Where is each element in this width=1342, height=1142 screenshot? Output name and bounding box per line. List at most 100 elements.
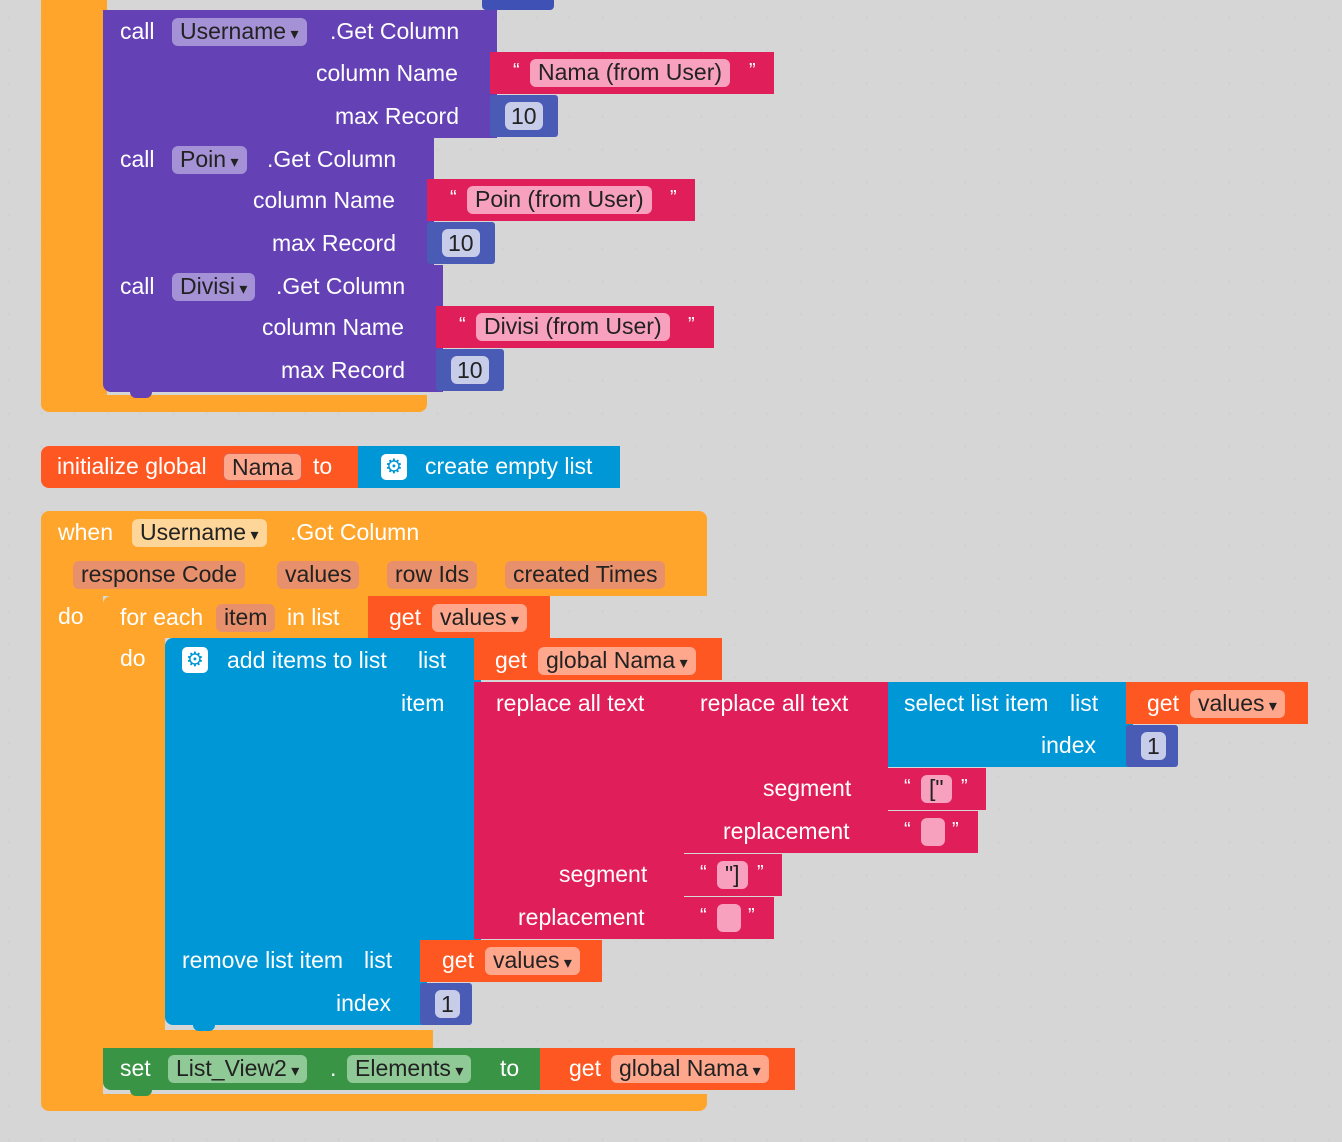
quote-close: ” — [749, 60, 756, 82]
param-response-code[interactable]: response Code — [73, 561, 245, 589]
list-label: list — [418, 647, 447, 673]
quote-open: “ — [450, 187, 457, 209]
set-block-nub — [130, 1088, 152, 1096]
quote-open: “ — [700, 862, 707, 884]
segment-label: segment — [559, 861, 648, 887]
remove-list-item-block[interactable] — [165, 940, 427, 1025]
to-label: to — [500, 1055, 520, 1081]
number-value[interactable]: 10 — [505, 102, 543, 130]
replacement-label: replacement — [723, 818, 850, 844]
replace-all-text-inner-block[interactable] — [684, 682, 888, 853]
call-block-poin[interactable] — [103, 138, 434, 265]
for-each-label: for each — [120, 604, 204, 630]
column-name-label: column Name — [262, 314, 404, 340]
set-property-dropdown[interactable]: Elements — [347, 1055, 472, 1083]
mutator-gear-icon[interactable]: ⚙ — [381, 454, 407, 480]
quote-open: “ — [700, 905, 707, 927]
create-empty-list-label: create empty list — [425, 453, 593, 479]
column-name-label: column Name — [316, 60, 458, 86]
param-created-times[interactable]: created Times — [505, 561, 666, 589]
quote-close: ” — [757, 862, 764, 884]
mutator-gear-icon[interactable]: ⚙ — [182, 647, 208, 673]
index-value[interactable]: 1 — [435, 990, 460, 1018]
remove-block-nub — [193, 1023, 215, 1031]
component-dropdown-poin[interactable]: Poin — [172, 146, 247, 174]
text-value-poin[interactable]: Poin (from User) — [467, 186, 652, 214]
text-value-divisi[interactable]: Divisi (from User) — [476, 313, 670, 341]
get-variable-dropdown[interactable]: values — [432, 604, 527, 632]
for-each-body — [103, 638, 165, 1048]
segment-label: segment — [763, 775, 852, 801]
index-label: index — [336, 990, 391, 1016]
param-row-ids[interactable]: row Ids — [387, 561, 478, 589]
get-variable-dropdown[interactable]: values — [1190, 690, 1285, 718]
get-keyword: get — [389, 604, 421, 630]
replacement-value[interactable] — [717, 904, 741, 932]
quote-close: ” — [961, 776, 968, 798]
quote-open: “ — [904, 819, 911, 841]
replace-all-text-outer-block[interactable] — [474, 682, 684, 939]
to-label: to — [313, 453, 333, 479]
number-value[interactable]: 10 — [442, 229, 480, 257]
set-component-dropdown[interactable]: List_View2 — [168, 1055, 308, 1083]
index-label: index — [1041, 732, 1096, 758]
max-record-label: max Record — [272, 230, 396, 256]
segment-value[interactable]: "] — [717, 861, 748, 889]
event-component-dropdown[interactable]: Username — [132, 519, 267, 547]
call-block-nub — [130, 390, 152, 398]
get-keyword: get — [569, 1055, 601, 1081]
global-variable-name[interactable]: Nama — [223, 453, 303, 481]
top-hidden-block-edge — [482, 0, 554, 10]
method-name: .Get Column — [267, 146, 397, 172]
select-list-item-label: select list item — [904, 690, 1049, 716]
remove-list-item-label: remove list item — [182, 947, 344, 973]
index-value[interactable]: 1 — [1141, 732, 1166, 760]
item-label: item — [401, 690, 445, 716]
get-keyword: get — [495, 647, 527, 673]
segment-value[interactable]: [" — [921, 775, 952, 803]
top-event-block[interactable] — [41, 0, 107, 410]
initialize-global-block[interactable] — [41, 446, 365, 488]
method-name: .Get Column — [276, 273, 406, 299]
get-keyword: get — [1147, 690, 1179, 716]
method-name: .Get Column — [330, 18, 460, 44]
in-list-label: in list — [287, 604, 340, 630]
get-variable-dropdown[interactable]: values — [485, 947, 580, 975]
number-value[interactable]: 10 — [451, 356, 489, 384]
call-keyword: call — [120, 273, 155, 299]
set-keyword: set — [120, 1055, 151, 1081]
quote-open: “ — [459, 314, 466, 336]
do-keyword: do — [58, 603, 84, 629]
replace-all-text-label: replace all text — [496, 690, 645, 716]
when-event-body — [41, 596, 103, 1096]
replacement-label: replacement — [518, 904, 645, 930]
when-event-bottom — [41, 1094, 707, 1111]
add-items-to-list-block[interactable] — [165, 638, 481, 940]
param-values[interactable]: values — [277, 561, 360, 589]
quote-open: “ — [513, 60, 520, 82]
select-list-item-block[interactable] — [888, 682, 1133, 767]
max-record-label: max Record — [335, 103, 459, 129]
replacement-value[interactable] — [921, 818, 945, 846]
quote-close: ” — [670, 187, 677, 209]
component-dropdown-divisi[interactable]: Divisi — [172, 273, 256, 301]
max-record-label: max Record — [281, 357, 405, 383]
get-keyword: get — [442, 947, 474, 973]
get-variable-dropdown[interactable]: global Nama — [538, 647, 696, 675]
event-name: .Got Column — [290, 519, 420, 545]
list-label: list — [1070, 690, 1099, 716]
component-dropdown-username[interactable]: Username — [172, 18, 307, 46]
column-name-label: column Name — [253, 187, 395, 213]
when-keyword: when — [58, 519, 113, 545]
quote-close: ” — [748, 905, 755, 927]
top-event-bottom — [41, 395, 427, 412]
text-value-nama[interactable]: Nama (from User) — [530, 59, 731, 87]
for-each-variable[interactable]: item — [216, 604, 276, 632]
call-keyword: call — [120, 146, 155, 172]
call-block-divisi[interactable] — [103, 265, 443, 392]
replace-all-text-label: replace all text — [700, 690, 849, 716]
call-keyword: call — [120, 18, 155, 44]
get-variable-dropdown[interactable]: global Nama — [611, 1055, 769, 1083]
quote-open: “ — [904, 776, 911, 798]
do-keyword: do — [120, 645, 146, 671]
